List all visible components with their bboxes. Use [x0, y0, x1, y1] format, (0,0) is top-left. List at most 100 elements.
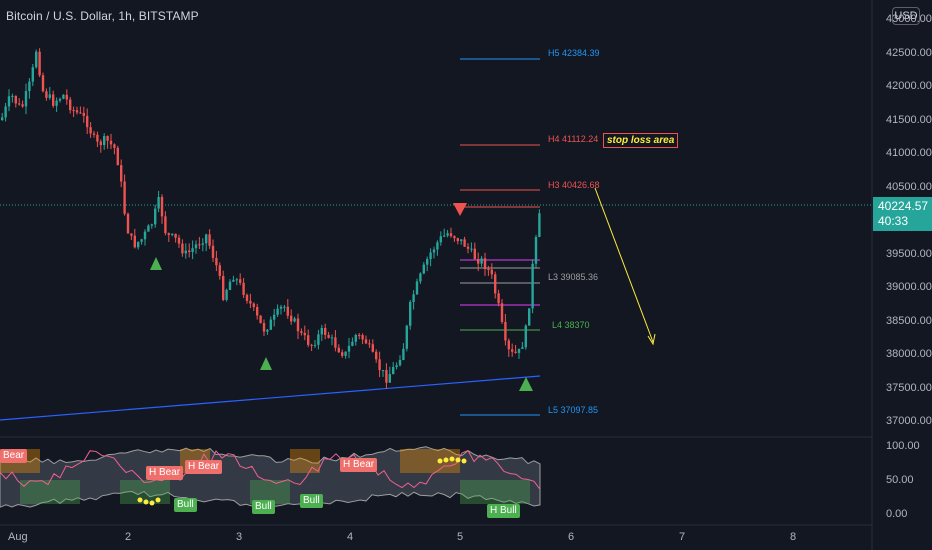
candle-body: [45, 91, 48, 98]
candle-body: [531, 263, 534, 309]
candle-body: [473, 248, 476, 259]
candle-body: [497, 293, 500, 304]
price-axis-tick: 37500.00: [886, 382, 932, 394]
currency-button[interactable]: USD: [892, 7, 920, 25]
time-axis-tick: 7: [679, 531, 686, 543]
candle-body: [184, 250, 187, 254]
signal-dot: [143, 499, 149, 505]
candle-body: [167, 233, 170, 235]
osc-axis-tick: 50.00: [886, 474, 914, 486]
candle-body: [181, 243, 184, 254]
candle-body: [426, 259, 429, 265]
candle-body: [232, 279, 235, 282]
candle-body: [218, 265, 221, 276]
signal-dot: [449, 456, 455, 462]
candle-body: [235, 279, 238, 281]
level-h5-label: H5 42384.39: [548, 48, 600, 58]
osc-axis-tick: 100.00: [886, 440, 920, 452]
sell-signal-icon: [453, 203, 467, 216]
candle-body: [194, 244, 198, 249]
candle-body: [157, 196, 160, 209]
candle-body: [256, 307, 259, 316]
candle-body: [398, 359, 402, 366]
candle-body: [150, 224, 153, 226]
candle-body: [320, 327, 323, 335]
oversold-zone: [460, 480, 530, 504]
candle-body: [405, 325, 408, 349]
time-axis-tick: 3: [236, 531, 243, 543]
stop-loss-annotation[interactable]: stop loss area: [603, 133, 679, 148]
candle-body: [252, 303, 255, 308]
candle-body: [140, 239, 143, 242]
candle-body: [470, 248, 473, 250]
candle-body: [402, 348, 405, 360]
candle-body: [500, 303, 504, 322]
candle-body: [171, 233, 174, 235]
candle-body: [347, 345, 351, 352]
candle-body: [120, 165, 123, 182]
candle-body: [354, 334, 357, 342]
candle-body: [327, 334, 330, 338]
candle-body: [507, 340, 510, 350]
candle-body: [269, 319, 272, 330]
candle-body: [75, 110, 79, 113]
candle-body: [419, 273, 422, 282]
candle-body: [351, 341, 354, 346]
candle-body: [307, 335, 310, 345]
price-axis-tick: 38500.00: [886, 315, 932, 327]
candle-body: [364, 339, 368, 344]
candle-body: [205, 234, 208, 244]
candle-body: [123, 181, 126, 214]
level-h3-label: H3 40426.68: [548, 180, 600, 190]
candle-body: [524, 325, 527, 348]
buy-signal-icon: [260, 357, 272, 370]
time-axis-tick: 6: [568, 531, 575, 543]
candle-body: [48, 94, 51, 98]
candle-body: [103, 136, 106, 146]
candle-body: [82, 112, 85, 116]
level-h4-label: H4 41112.24: [548, 134, 599, 144]
candle-body: [286, 306, 289, 316]
candle-body: [279, 306, 283, 309]
candle-body: [188, 250, 191, 252]
candle-body: [164, 216, 167, 234]
candle-body: [317, 334, 320, 345]
candle-body: [466, 246, 470, 249]
candle-body: [137, 241, 140, 248]
signal-dot: [149, 500, 155, 506]
candle-body: [494, 274, 497, 294]
candle-body: [283, 306, 286, 308]
candle-body: [361, 335, 364, 340]
candle-body: [381, 370, 385, 372]
candle-body: [262, 323, 266, 332]
candle-body: [310, 344, 313, 346]
candle-body: [296, 318, 300, 332]
candle-body: [432, 249, 436, 253]
projection-arrow: [594, 187, 654, 343]
oversold-zone: [20, 480, 80, 504]
candle-body: [337, 347, 340, 353]
candle-body: [242, 282, 245, 295]
candle-body: [18, 103, 21, 105]
candle-body: [62, 94, 65, 99]
candle-body: [514, 351, 517, 353]
candle-body: [109, 140, 113, 145]
candle-body: [215, 257, 218, 266]
osc-axis-tick: 0.00: [886, 508, 908, 520]
candle-body: [92, 133, 96, 135]
candle-body: [222, 275, 225, 300]
signal-dot: [137, 497, 143, 503]
price-axis-tick: 37000.00: [886, 415, 932, 427]
candle-body: [143, 231, 147, 240]
candle-body: [385, 370, 388, 383]
candle-body: [300, 331, 303, 333]
candle-body: [259, 315, 262, 324]
candle-body: [201, 243, 204, 245]
current-price-value: 40224.57: [878, 199, 929, 213]
candle-body: [344, 351, 347, 356]
candle-body: [453, 236, 456, 239]
candle-body: [133, 235, 136, 248]
candle-body: [245, 294, 249, 301]
